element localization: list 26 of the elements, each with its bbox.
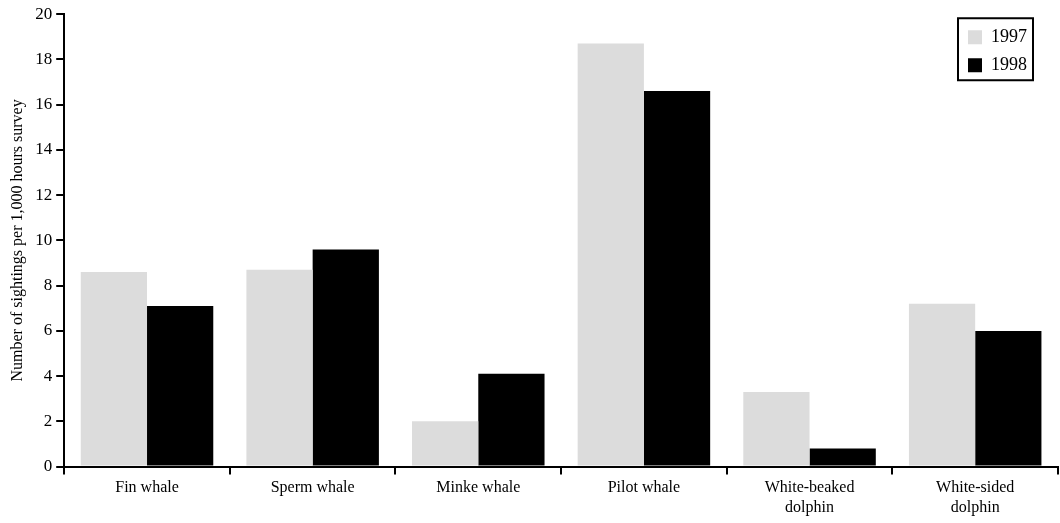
- y-tick-label: 2: [43, 410, 53, 430]
- x-tick-label: Fin whale: [115, 478, 179, 496]
- y-tick-label: 8: [43, 275, 53, 295]
- bar: [908, 303, 976, 466]
- y-tick-label: 14: [35, 139, 53, 159]
- x-tick-label: Minke whale: [436, 478, 521, 496]
- y-tick-label: 4: [43, 365, 53, 385]
- legend-label: 1997: [991, 25, 1027, 46]
- bar: [577, 43, 644, 466]
- x-tick-label: White-sided dolphin: [936, 478, 1015, 516]
- y-tick-label: 12: [35, 184, 53, 204]
- legend-label: 1998: [991, 53, 1027, 74]
- y-tick-label: 20: [35, 3, 53, 23]
- x-tick-label: Pilot whale: [607, 478, 681, 496]
- bar: [743, 391, 810, 466]
- y-tick-label: 0: [43, 456, 53, 476]
- y-axis-title: Number of sightings per 1,000 hours survey: [7, 99, 26, 382]
- y-tick-label: 16: [35, 94, 53, 114]
- y-tick-label: 18: [35, 48, 53, 68]
- y-tick-label: 10: [35, 229, 53, 249]
- y-tick-label: 6: [43, 320, 53, 340]
- x-tick-label: Sperm whale: [270, 478, 355, 497]
- bar: [412, 421, 479, 466]
- x-tick-label: White-beaked dolphin: [764, 478, 855, 516]
- bar: [246, 269, 313, 466]
- bar: [80, 272, 148, 466]
